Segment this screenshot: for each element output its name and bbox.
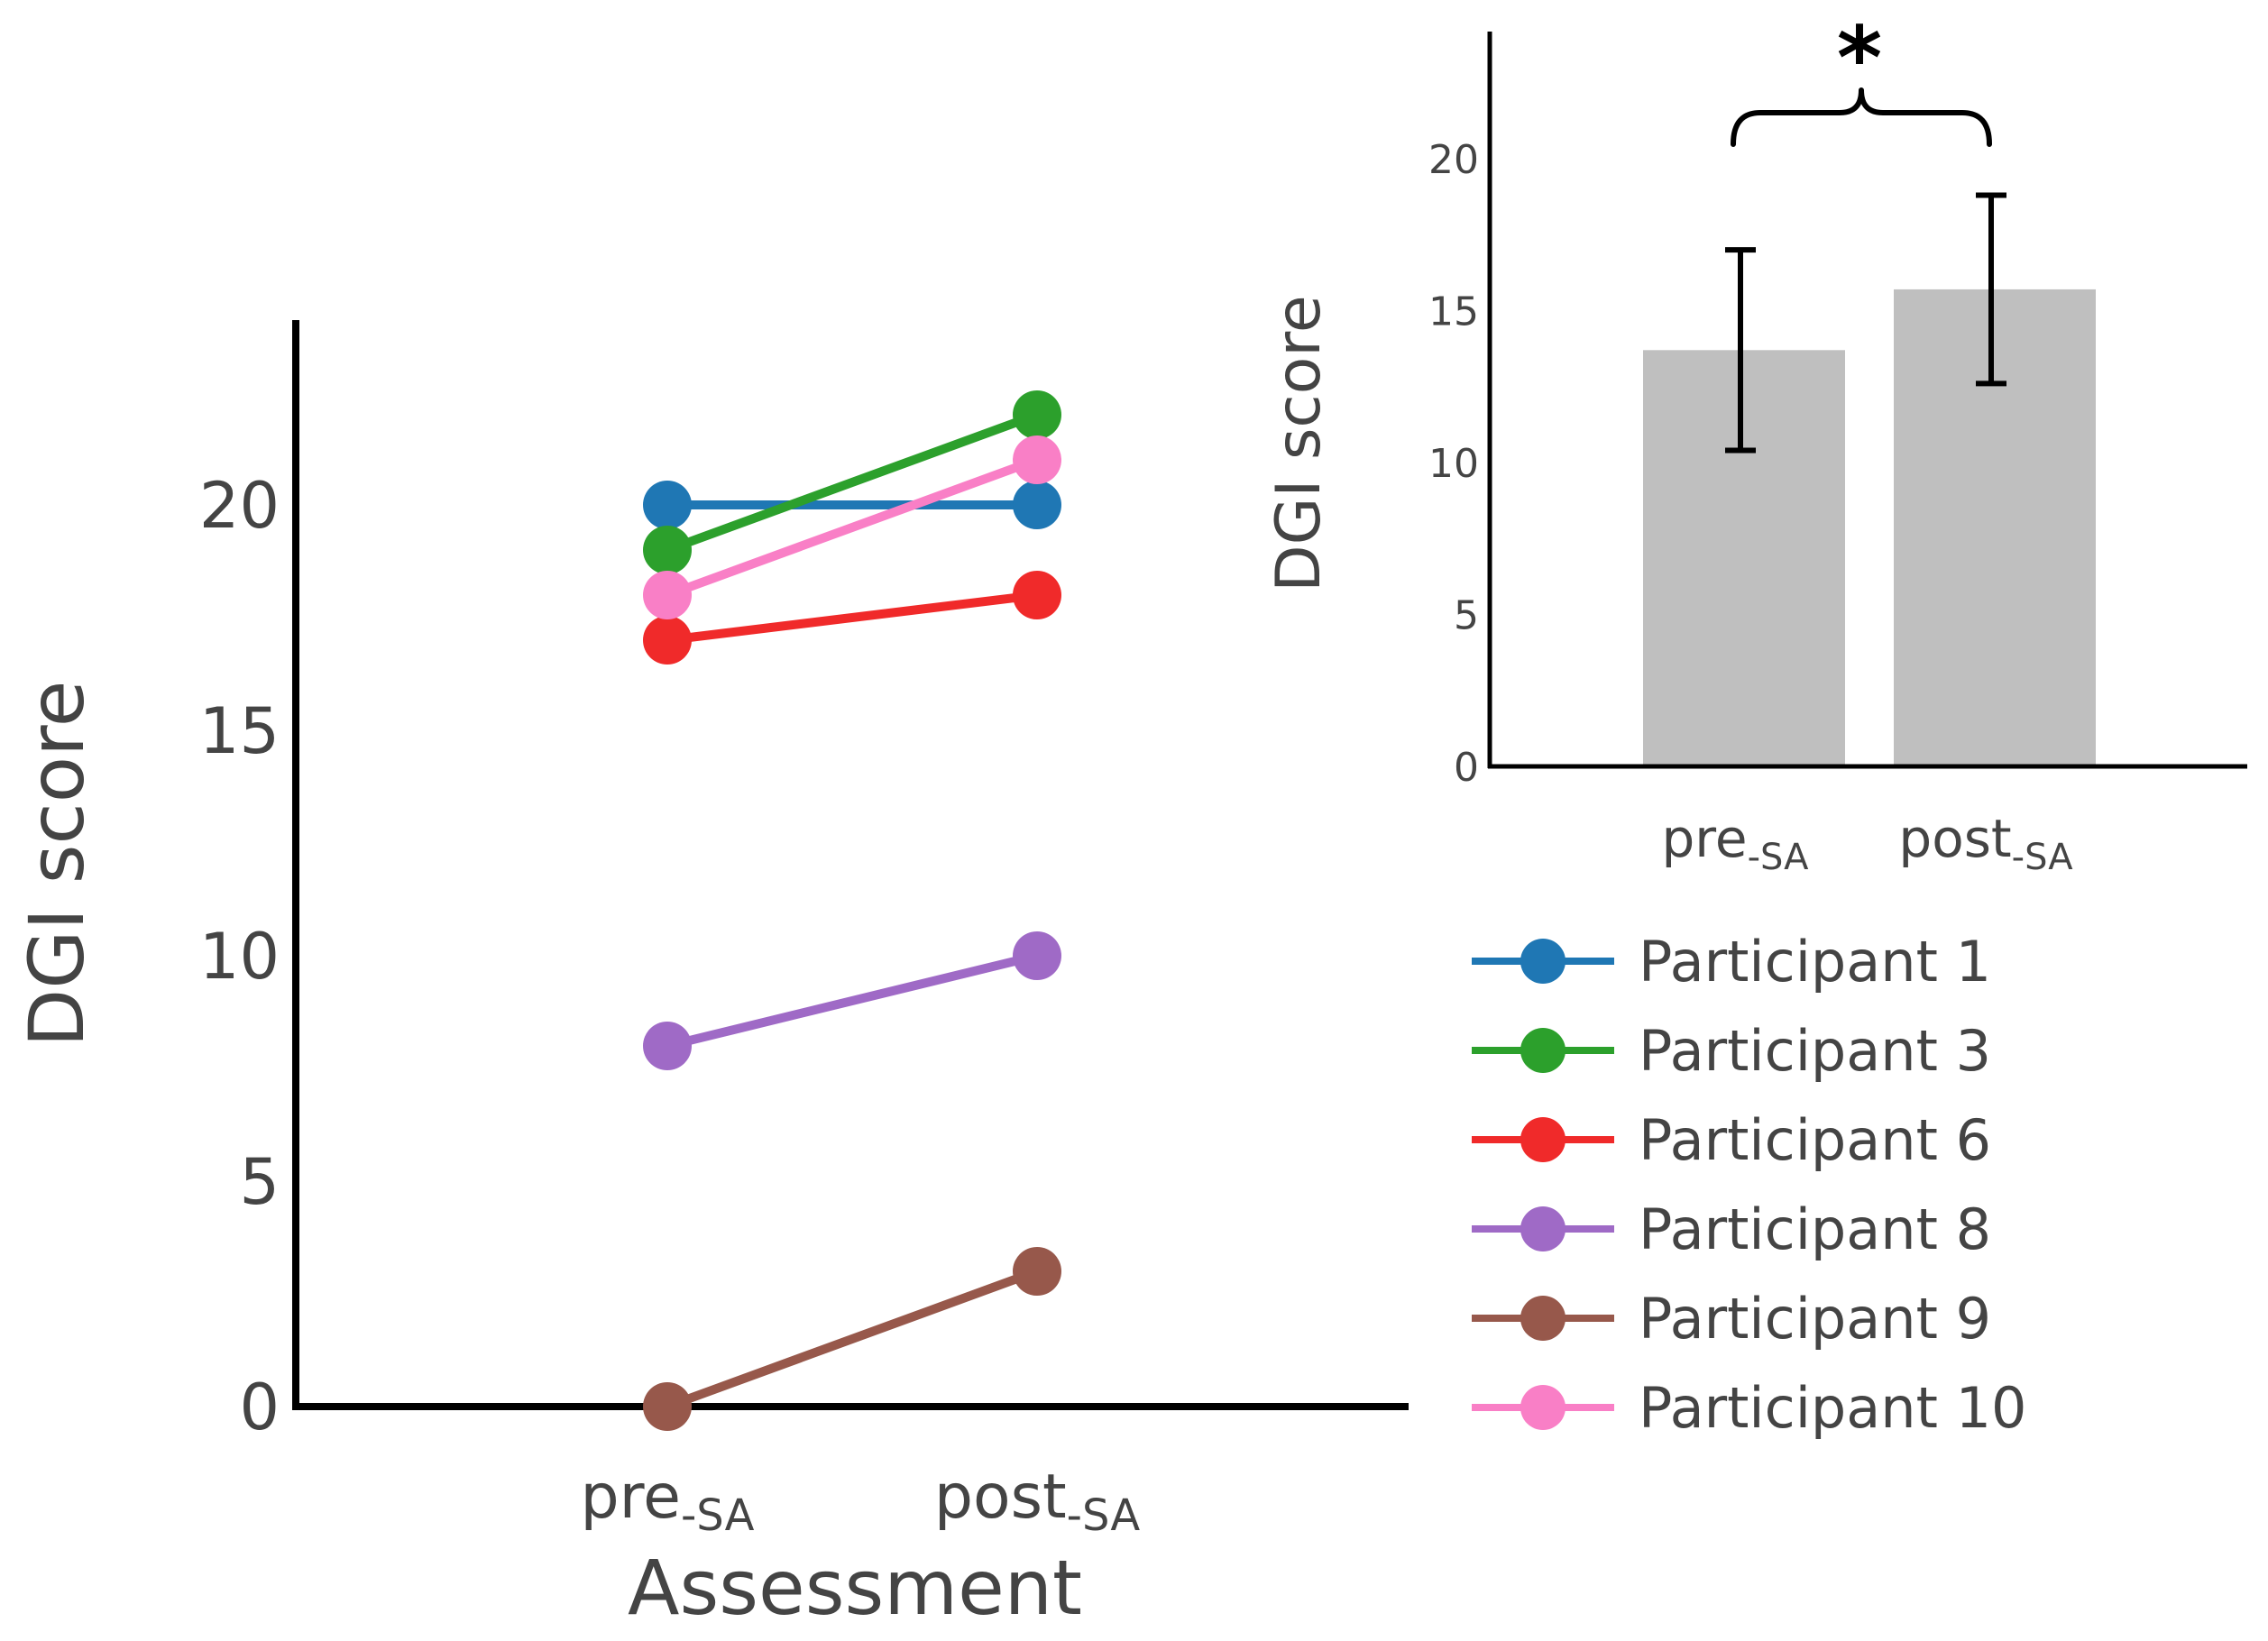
- x-category-label-main: post: [934, 1462, 1067, 1533]
- legend-label: Participant 8: [1639, 1196, 1991, 1262]
- bar-y-tick-label: 20: [1428, 137, 1479, 183]
- legend-label: Participant 6: [1639, 1107, 1991, 1173]
- x-category-label: pre-SA: [581, 1462, 755, 1541]
- series-participant-8: [643, 931, 1061, 1070]
- y-tick-label: 10: [199, 920, 280, 994]
- y-tick-label: 20: [199, 469, 280, 543]
- bar-y-tick-label: 15: [1428, 289, 1479, 335]
- legend-item: Participant 8: [1472, 1196, 1991, 1262]
- data-point: [1013, 1247, 1061, 1296]
- data-point: [1013, 571, 1061, 619]
- x-category-labels: pre-SA post-SA: [581, 1462, 1141, 1541]
- series-lines: [643, 390, 1061, 1431]
- series-line: [666, 455, 1039, 600]
- data-point: [643, 526, 692, 574]
- error-bars: [1725, 192, 2006, 454]
- data-point: [643, 571, 692, 619]
- bar-x-category-labels: pre-SA post-SA: [1661, 808, 2073, 878]
- bar: [1643, 350, 1845, 766]
- series-participant-10: [643, 435, 1061, 619]
- legend-marker: [1520, 939, 1566, 984]
- legend-marker: [1520, 1028, 1566, 1073]
- legend-item: Participant 10: [1472, 1375, 2027, 1441]
- legend-marker: [1520, 1117, 1566, 1162]
- bar-x-category-label: pre-SA: [1661, 808, 1809, 878]
- legend-item: Participant 3: [1472, 1018, 1991, 1084]
- legend: Participant 1 Participant 3 Participant 6 P…: [1472, 929, 2027, 1441]
- error-bar: [1976, 192, 2006, 387]
- legend-item: Participant 1: [1472, 929, 1991, 995]
- legend-label: Participant 3: [1639, 1018, 1991, 1084]
- bar: [1894, 289, 2096, 766]
- bar-y-axis-title: DGI score: [1263, 295, 1335, 591]
- bar-y-tick-labels: 0 5 10 15 20: [1428, 137, 1479, 791]
- significance-bracket: [1731, 87, 1992, 147]
- legend-label: Participant 9: [1639, 1286, 1991, 1352]
- data-point: [643, 1022, 692, 1070]
- data-point: [1013, 481, 1061, 529]
- x-category-label-subscript: -SA: [1067, 1490, 1141, 1541]
- y-axis-title: DGI score: [13, 681, 101, 1048]
- bar-x-category-label: post-SA: [1898, 808, 2073, 878]
- series-line: [666, 410, 1039, 555]
- bar-y-tick-label: 10: [1428, 441, 1479, 487]
- bar-x-category-label-subscript: -SA: [2012, 837, 2074, 878]
- significance-star: *: [1837, 8, 1882, 109]
- bar-x-category-label-main: pre: [1661, 808, 1747, 869]
- legend-item: Participant 9: [1472, 1286, 1991, 1352]
- series-participant-6: [643, 571, 1061, 665]
- data-point: [643, 481, 692, 529]
- series-participant-3: [643, 390, 1061, 574]
- legend-marker: [1520, 1206, 1566, 1251]
- y-tick-label: 5: [239, 1145, 280, 1219]
- series-participant-1: [643, 481, 1061, 529]
- x-category-label-subscript: -SA: [681, 1490, 755, 1541]
- y-tick-label: 15: [199, 694, 280, 768]
- legend-label: Participant 10: [1639, 1375, 2027, 1441]
- data-point: [1013, 931, 1061, 980]
- data-point: [643, 1382, 692, 1431]
- data-point: [1013, 435, 1061, 484]
- series-participant-9: [643, 1247, 1061, 1431]
- data-point: [643, 616, 692, 665]
- x-category-label-main: pre: [581, 1462, 681, 1533]
- legend-marker: [1520, 1385, 1566, 1430]
- error-bar: [1725, 247, 1756, 454]
- y-tick-labels: 0 5 10 15 20: [199, 469, 280, 1444]
- bar-x-category-label-subscript: -SA: [1748, 837, 1810, 878]
- legend-label: Participant 1: [1639, 929, 1991, 995]
- x-axis-title: Assessment: [628, 1544, 1082, 1632]
- series-line: [666, 591, 1038, 645]
- bar-y-tick-label: 5: [1454, 593, 1479, 639]
- series-line: [666, 1267, 1039, 1411]
- bars: [1643, 289, 2096, 766]
- legend-marker: [1520, 1296, 1566, 1341]
- x-category-label: post-SA: [934, 1462, 1141, 1541]
- series-line: [666, 951, 1039, 1050]
- legend-item: Participant 6: [1472, 1107, 1991, 1173]
- data-point: [1013, 390, 1061, 439]
- bar-x-category-label-main: post: [1898, 808, 2011, 869]
- bar-y-tick-label: 0: [1454, 745, 1479, 791]
- y-tick-label: 0: [239, 1371, 280, 1444]
